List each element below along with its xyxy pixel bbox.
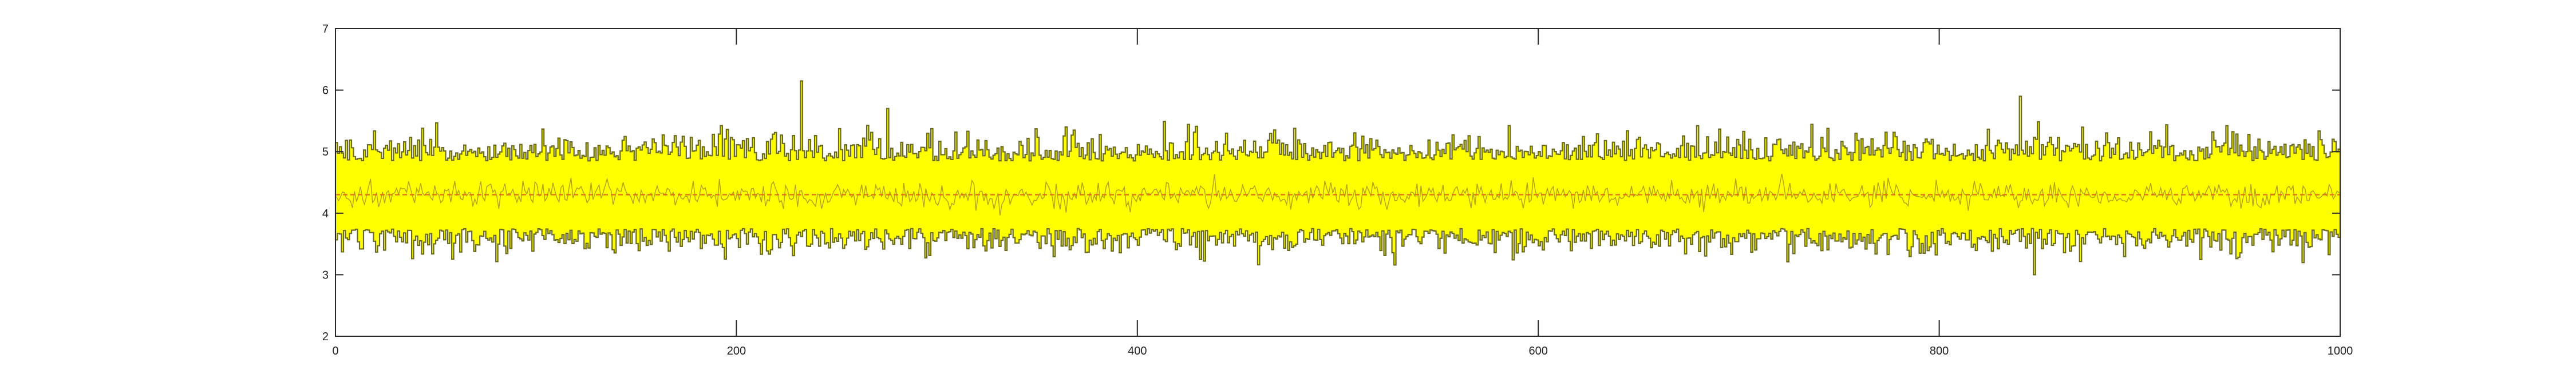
x-axis: 0 200 400 600 800 1000 bbox=[332, 29, 2353, 357]
x-tick-label: 200 bbox=[727, 345, 746, 357]
x-tick-label: 0 bbox=[332, 345, 338, 357]
x-tick-label: 1000 bbox=[2328, 345, 2353, 357]
y-tick-label: 5 bbox=[322, 146, 329, 158]
y-tick-label: 7 bbox=[322, 23, 329, 35]
y-tick-label: 2 bbox=[322, 331, 329, 343]
band-inner-line bbox=[336, 173, 2340, 216]
x-tick-label: 400 bbox=[1128, 345, 1147, 357]
y-tick-label: 3 bbox=[322, 269, 329, 281]
y-axis: 2 3 4 5 6 7 bbox=[322, 23, 2340, 343]
x-tick-label: 800 bbox=[1930, 345, 1949, 357]
y-tick-label: 6 bbox=[322, 85, 329, 97]
plot-frame bbox=[335, 28, 2341, 337]
y-tick-label: 4 bbox=[322, 208, 329, 220]
x-tick-label: 600 bbox=[1529, 345, 1548, 357]
